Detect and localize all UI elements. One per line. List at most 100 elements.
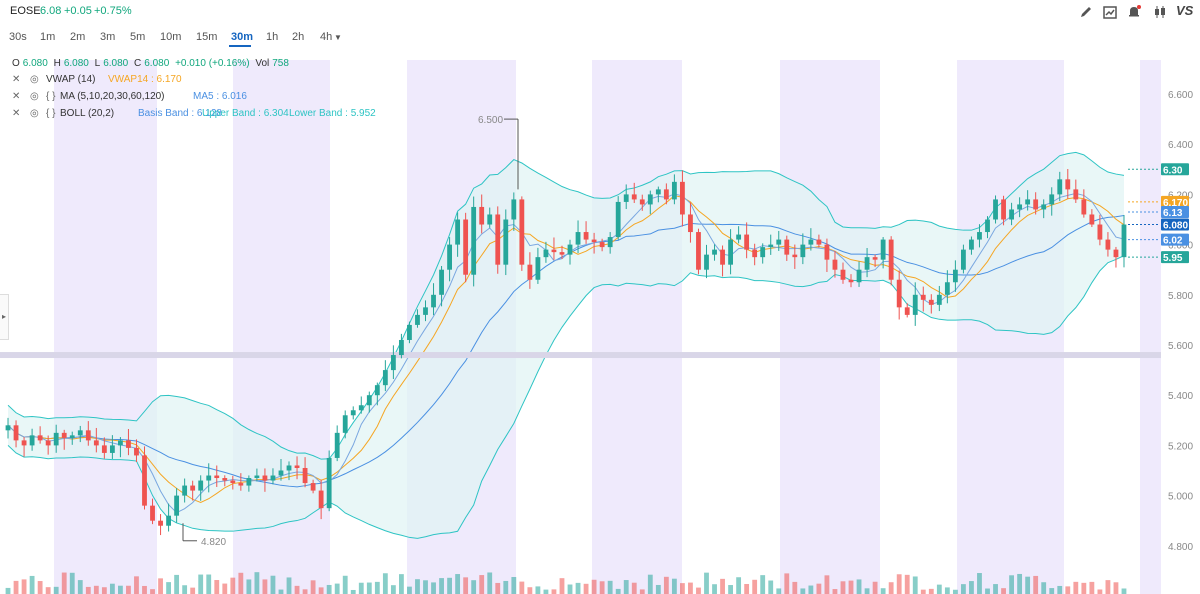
price-tag	[1161, 233, 1189, 246]
eye-icon[interactable]: ◎	[30, 91, 39, 102]
volume-bar	[463, 577, 469, 594]
candle-body	[977, 232, 982, 240]
timeframe-5m[interactable]: 5m	[130, 31, 146, 43]
change-value: +0.010 (+0.16%)	[175, 58, 250, 69]
timeframe-10m[interactable]: 10m	[160, 31, 182, 43]
candle-body	[390, 355, 396, 371]
volume-bar	[85, 586, 91, 594]
candle-body	[254, 475, 260, 479]
timeframe-2m[interactable]: 2m	[70, 31, 86, 43]
volume-bar	[342, 575, 348, 594]
volume-bar	[1081, 582, 1087, 594]
timeframe-30m[interactable]: 30m	[231, 31, 254, 43]
close-icon[interactable]: ✕	[12, 91, 21, 102]
candle-body	[1113, 249, 1119, 258]
volume-bar	[479, 575, 485, 594]
volume-bar	[423, 580, 428, 594]
candle-body	[1001, 199, 1006, 220]
timeframe-1m[interactable]: 1m	[40, 31, 56, 43]
volume-bar	[1001, 588, 1006, 594]
candle-body	[768, 244, 774, 248]
candle-body	[1105, 239, 1111, 250]
timeframe-30s[interactable]: 30s	[9, 31, 27, 43]
volume-bar	[294, 585, 300, 594]
volume-bar	[752, 579, 758, 594]
volume-bar	[150, 589, 155, 594]
candle-body	[439, 269, 444, 295]
timeframe-4h[interactable]: 4h	[320, 31, 333, 43]
chart-line-icon[interactable]	[1102, 4, 1118, 20]
candle-body	[784, 239, 790, 255]
volume-bar	[1065, 586, 1071, 594]
candle-body	[399, 339, 404, 356]
braces-icon[interactable]: { }	[46, 108, 56, 119]
bell-icon[interactable]	[1126, 4, 1142, 20]
open-value: 6.080	[22, 58, 48, 69]
volume-bar	[37, 581, 43, 594]
y-tick-label: 6.600	[1168, 90, 1193, 101]
indicator-name: BOLL (20,2)	[60, 108, 115, 119]
bollinger-band-fill	[8, 152, 1124, 539]
volume-bar	[808, 585, 814, 594]
candle-body	[1073, 189, 1079, 200]
volume-bar	[246, 579, 252, 594]
candle-body	[150, 505, 155, 521]
volume-bar	[101, 587, 107, 594]
volume-bar	[977, 573, 982, 594]
candle-body	[816, 239, 822, 245]
volume-bar	[495, 582, 501, 594]
collapse-handle[interactable]: ▸	[0, 294, 9, 340]
candle-body	[680, 181, 685, 215]
candle-body	[720, 249, 725, 265]
volume-bar	[198, 574, 204, 594]
eye-icon[interactable]: ◎	[30, 108, 39, 119]
volume-bar	[174, 574, 180, 594]
brand-logo[interactable]: VS	[1176, 3, 1194, 18]
price-tag-label: 6.170	[1163, 198, 1188, 209]
volume-bar	[824, 575, 830, 594]
close-value: 6.080	[144, 58, 170, 69]
candle-body	[808, 239, 814, 245]
candle-body	[736, 234, 742, 240]
candle-body	[174, 495, 180, 516]
volume-bar	[832, 589, 838, 594]
candlestick-icon[interactable]	[1152, 4, 1168, 20]
volume-bar	[1009, 575, 1014, 594]
volume-bar	[254, 572, 260, 594]
close-icon[interactable]: ✕	[12, 74, 21, 85]
last-price: 6.08	[40, 5, 62, 17]
candle-body	[487, 214, 493, 225]
volume-bar	[53, 586, 59, 594]
candle-body	[575, 232, 581, 245]
annotation-label: 4.820	[201, 537, 226, 548]
pencil-icon[interactable]	[1078, 4, 1094, 20]
volume-bar	[230, 577, 236, 594]
candle-body	[5, 425, 11, 431]
close-icon[interactable]: ✕	[12, 108, 21, 119]
volume-bar	[222, 583, 228, 594]
timeframe-3m[interactable]: 3m	[100, 31, 116, 43]
candle-body	[543, 249, 549, 258]
price-change: +0.05	[64, 5, 92, 17]
timeframe-1h[interactable]: 1h	[266, 31, 279, 43]
candle-body	[77, 430, 83, 436]
volume-bar	[663, 576, 669, 594]
candle-body	[495, 214, 501, 265]
candle-body	[961, 249, 966, 270]
chevron-down-icon[interactable]: ▼	[334, 33, 342, 42]
candle-body	[134, 447, 139, 456]
timeframe-15m[interactable]: 15m	[196, 31, 218, 43]
candle-body	[1065, 179, 1071, 190]
braces-icon[interactable]: { }	[46, 91, 56, 102]
volume-bar	[334, 583, 340, 594]
active-timeframe-indicator	[229, 45, 251, 47]
symbol-label[interactable]: EOSE	[10, 5, 41, 17]
candle-body	[431, 294, 436, 308]
volume-bar	[904, 574, 910, 594]
timeframe-2h[interactable]: 2h	[292, 31, 305, 43]
eye-icon[interactable]: ◎	[30, 74, 39, 85]
candle-body	[1041, 204, 1047, 210]
volume-bar	[382, 573, 388, 594]
candle-body	[567, 244, 573, 255]
